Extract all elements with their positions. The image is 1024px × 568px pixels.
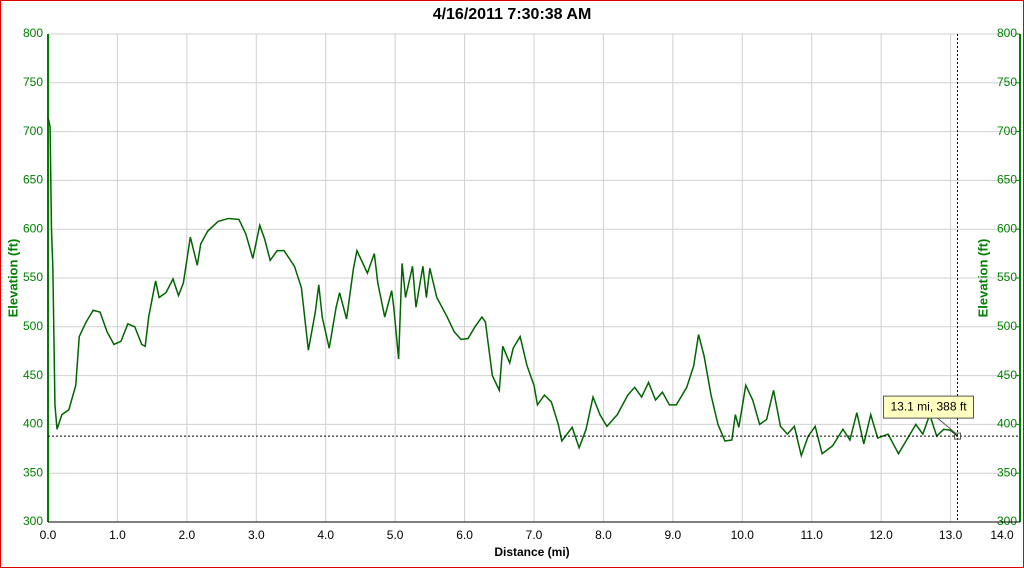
- x-tick-label: 4.0: [317, 528, 334, 542]
- y-tick-label: 400: [23, 417, 43, 431]
- y2-tick-label: 350: [997, 465, 1017, 479]
- tooltip-box: [883, 395, 975, 419]
- y-tick-label: 500: [23, 319, 43, 333]
- x-tick-label: 6.0: [456, 528, 473, 542]
- cursor-point: [954, 432, 962, 440]
- y-tick-label: 800: [23, 26, 43, 40]
- x-tick-label: 3.0: [248, 528, 265, 542]
- y2-tick-label: 550: [997, 270, 1017, 284]
- elevation-line: [47, 116, 958, 459]
- y-tick-label: 600: [23, 221, 43, 235]
- y-tick-label: 450: [23, 368, 43, 382]
- x-tick-label: 7.0: [526, 528, 543, 542]
- x-tick-label: 11.0: [800, 528, 823, 542]
- x-tick-label: 10.0: [731, 528, 755, 542]
- x-tick-label: 0.0: [40, 528, 57, 542]
- x-tick-label: 13.0: [939, 528, 963, 542]
- y2-tick-label: 600: [997, 221, 1017, 235]
- y-tick-label: 300: [23, 514, 43, 528]
- tooltip-pointer: [937, 417, 956, 434]
- y-tick-label: 350: [23, 465, 43, 479]
- y2-tick-label: 700: [997, 124, 1017, 138]
- x-tick-label: 5.0: [387, 528, 404, 542]
- y2-tick-label: 750: [997, 75, 1017, 89]
- y-tick-label: 750: [23, 75, 43, 89]
- x-tick-label: 8.0: [595, 528, 612, 542]
- x-axis-label: Distance (mi): [494, 545, 569, 559]
- x-tick-label: 1.0: [109, 528, 126, 542]
- y2-tick-label: 450: [997, 368, 1017, 382]
- y2-tick-label: 400: [997, 417, 1017, 431]
- x-tick-label: 9.0: [665, 528, 682, 542]
- y-axis-label: Elevation (ft): [5, 239, 20, 318]
- chart-title: 4/16/2011 7:30:38 AM: [433, 6, 592, 23]
- y2-tick-label: 650: [997, 173, 1017, 187]
- y2-tick-label: 300: [997, 514, 1017, 528]
- tooltip-text: 13.1 mi, 388 ft: [890, 399, 967, 413]
- y-tick-label: 700: [23, 124, 43, 138]
- y2-tick-label: 800: [997, 26, 1017, 40]
- y2-tick-label: 500: [997, 319, 1017, 333]
- x-tick-label: 2.0: [179, 528, 196, 542]
- y-tick-label: 650: [23, 173, 43, 187]
- x-tick-label: 14.0: [990, 528, 1014, 542]
- x-tick-label: 12.0: [869, 528, 893, 542]
- y-tick-label: 550: [23, 270, 43, 284]
